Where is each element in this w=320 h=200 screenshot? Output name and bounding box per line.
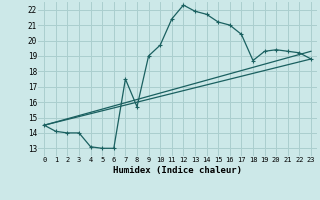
X-axis label: Humidex (Indice chaleur): Humidex (Indice chaleur): [113, 166, 242, 175]
